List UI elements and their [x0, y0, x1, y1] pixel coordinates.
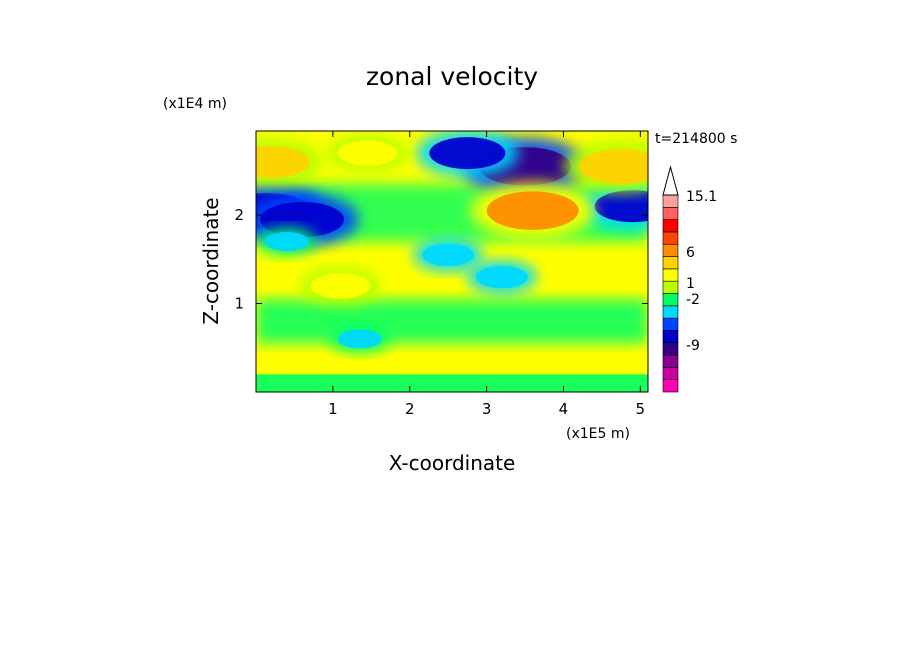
contour-field	[256, 131, 648, 392]
field-feature	[326, 133, 408, 173]
y-scale-note: (x1E4 m)	[163, 96, 227, 112]
colorbar-swatch	[662, 293, 679, 307]
x-tick-label: 4	[559, 400, 569, 418]
colorbar-swatch	[662, 367, 679, 380]
field-feature	[581, 182, 648, 231]
x-tick-label: 2	[405, 400, 415, 418]
x-tick-label: 5	[636, 400, 646, 418]
field-feature	[330, 324, 390, 354]
x-tick-label: 1	[328, 400, 338, 418]
colorbar-swatch	[662, 231, 679, 245]
colorbar-label: -2	[686, 292, 700, 308]
plot-frame	[255, 130, 649, 393]
x-tick-label: 3	[482, 400, 492, 418]
colorbar-swatch	[662, 256, 679, 270]
background-band	[256, 299, 648, 344]
colorbar: 15.1 6 1-2 -9	[662, 165, 717, 393]
time-label: t=214800 s	[655, 131, 737, 147]
y-axis: 12	[234, 206, 648, 313]
field-feature	[257, 227, 317, 256]
colorbar-label: 6	[686, 245, 695, 261]
field-feature	[413, 238, 484, 272]
contour-plot-area	[256, 131, 648, 392]
field-feature	[256, 137, 323, 186]
colorbar-label: 15.1	[686, 189, 717, 205]
field-feature	[416, 131, 519, 178]
y-tick-label: 2	[234, 206, 244, 224]
field-feature	[300, 266, 382, 306]
colorbar-swatch	[662, 330, 679, 344]
colorbar-swatch	[662, 317, 679, 331]
y-axis-label: Z-coordinate	[199, 197, 223, 324]
colorbar-swatch	[662, 243, 679, 257]
x-scale-note: (x1E5 m)	[566, 426, 630, 442]
colorbar-swatch	[662, 305, 679, 319]
colorbar-swatch	[662, 219, 679, 233]
field-feature	[564, 139, 648, 193]
colorbar-swatch	[662, 207, 679, 220]
colorbar-swatch	[662, 268, 679, 282]
colorbar-swatch	[662, 194, 679, 208]
colorbar-extend-arrow	[662, 165, 679, 196]
chart-title: zonal velocity	[366, 62, 538, 91]
field-feature	[466, 260, 538, 294]
x-axis-label: X-coordinate	[389, 451, 516, 475]
y-tick-label: 1	[234, 295, 244, 313]
colorbar-swatch	[662, 354, 679, 368]
colorbar-swatch	[662, 379, 679, 393]
colorbar-label: 1	[686, 276, 695, 292]
field-feature	[470, 181, 595, 240]
colorbar-label: -9	[686, 338, 700, 354]
background-band	[256, 374, 648, 392]
colorbar-swatch	[662, 280, 679, 294]
x-axis: 1 2 3 4 5	[328, 131, 645, 418]
colorbar-swatch	[662, 342, 679, 356]
